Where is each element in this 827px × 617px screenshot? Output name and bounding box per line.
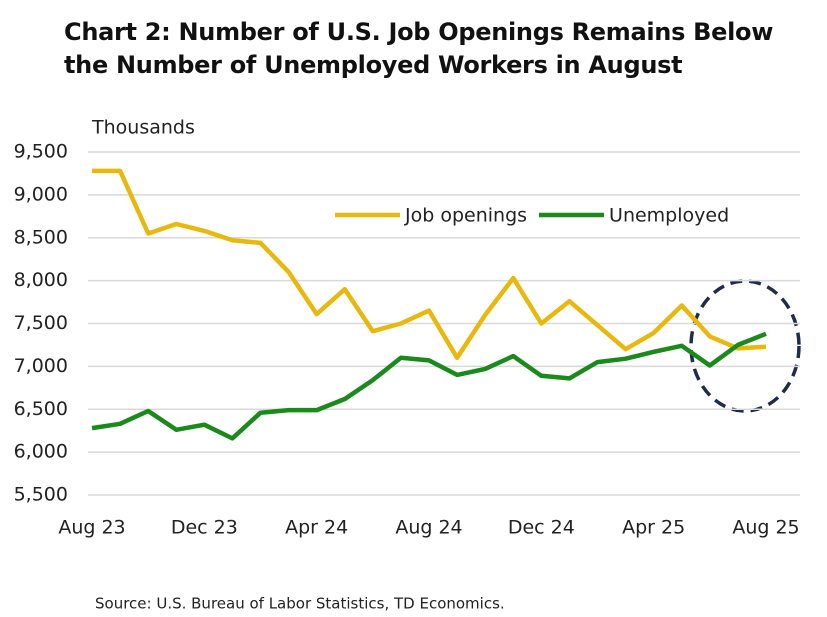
line-series <box>91 331 767 441</box>
legend-label: Job openings <box>404 205 527 227</box>
y-tick-label: 6,500 <box>14 398 68 420</box>
y-axis-label: Thousands <box>91 117 195 139</box>
y-tick-label: 7,000 <box>14 355 68 377</box>
x-tick-label: Aug 25 <box>732 517 799 539</box>
source: Source: U.S. Bureau of Labor Statistics,… <box>95 595 505 613</box>
y-tick-label: 8,000 <box>14 269 68 291</box>
chart-title: Chart 2: Number of U.S. Job Openings Rem… <box>64 18 774 79</box>
x-tick-label: Dec 23 <box>171 517 238 539</box>
y-tick-label: 8,500 <box>14 226 68 248</box>
x-tick-label: Apr 25 <box>622 517 685 539</box>
x-tick-label: Apr 24 <box>285 517 348 539</box>
highlight-circle <box>689 279 801 413</box>
x-tick-label: Aug 24 <box>395 517 462 539</box>
y-tick-label: 9,000 <box>14 183 68 205</box>
y-tick-label: 9,500 <box>14 141 68 163</box>
x-tick-label: Dec 24 <box>508 517 575 539</box>
line-series <box>92 168 767 361</box>
legend-label: Unemployed <box>609 205 729 227</box>
grid <box>88 151 800 496</box>
y-tick-label: 7,500 <box>14 312 68 334</box>
x-tick-label: Aug 23 <box>58 517 125 539</box>
y-tick-label: 5,500 <box>14 484 68 506</box>
y-tick-label: 6,000 <box>14 441 68 463</box>
